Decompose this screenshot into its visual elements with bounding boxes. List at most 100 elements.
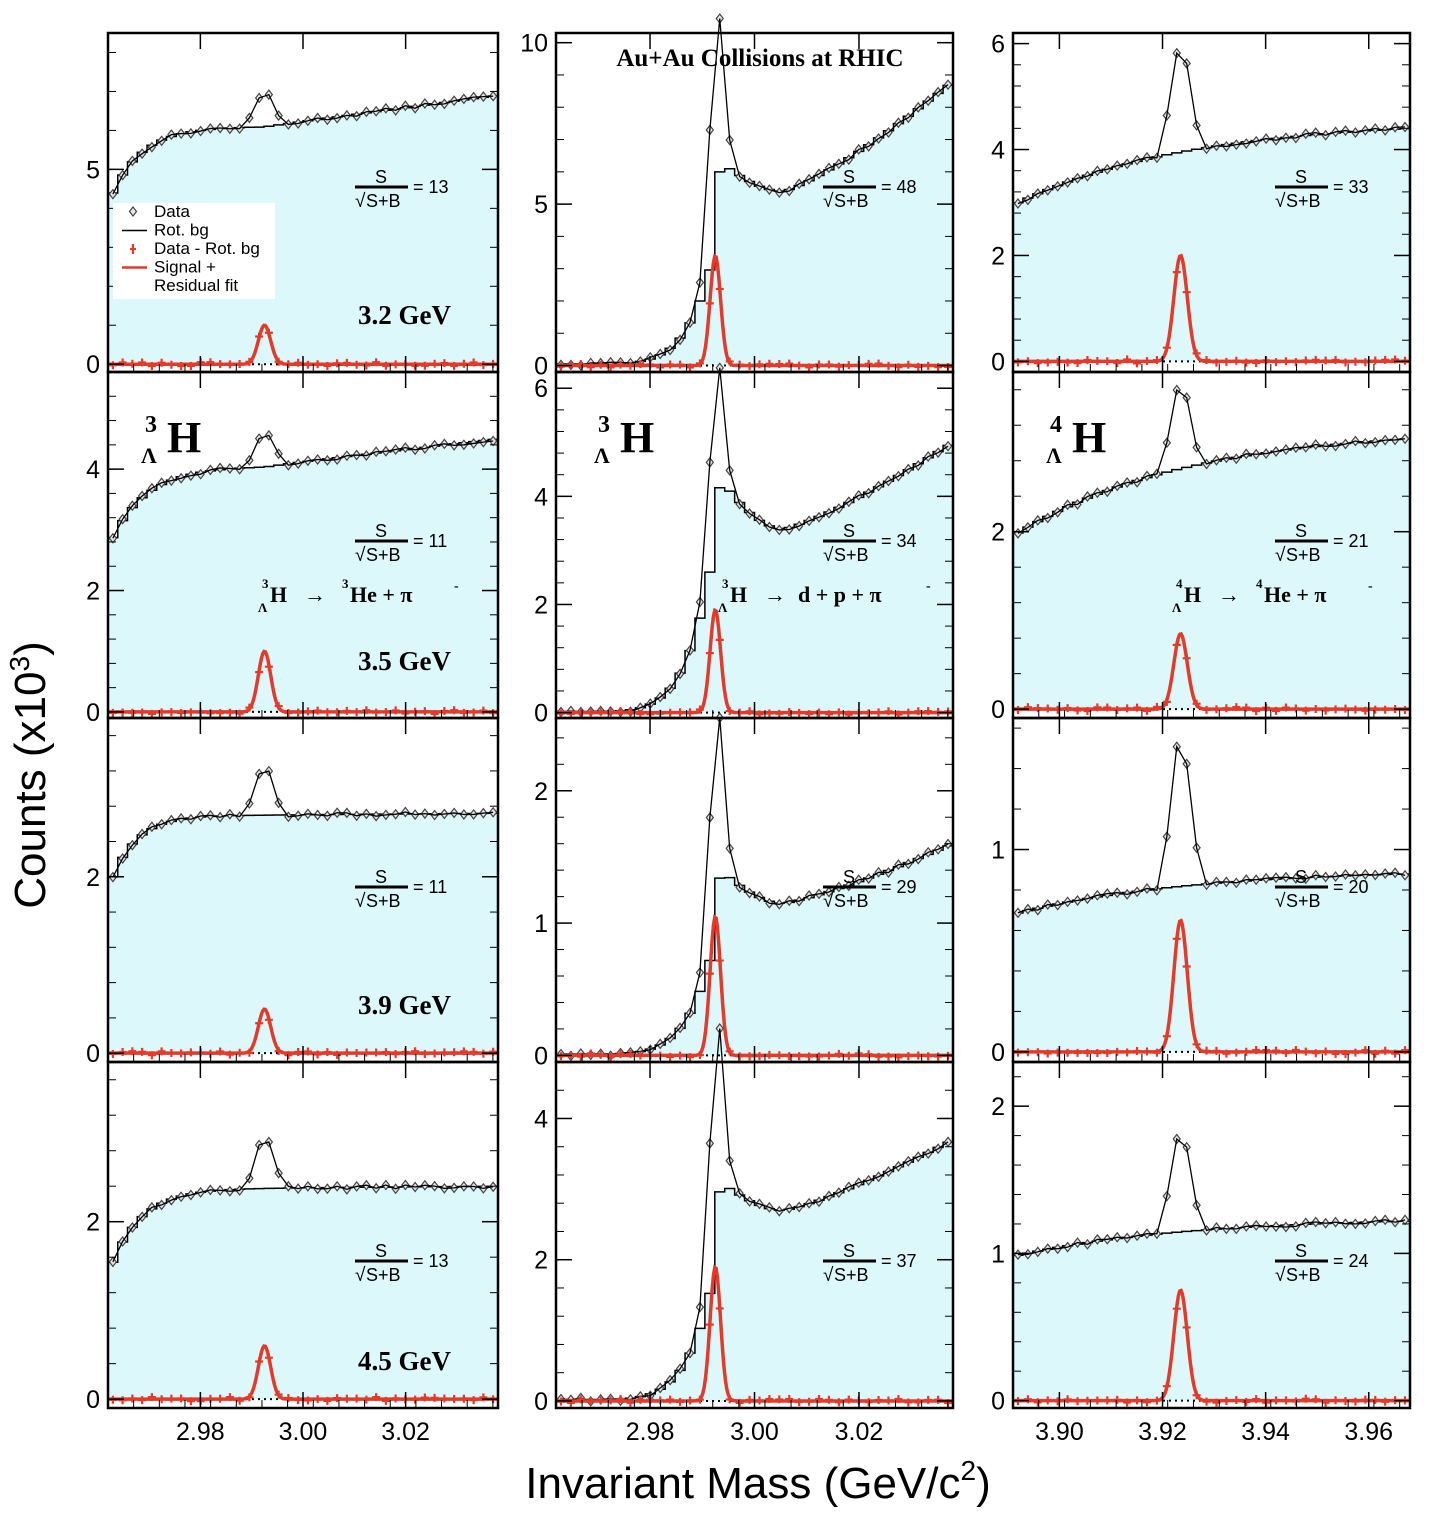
panel-col2-row2: 0 2 4 6 S √ S+B = 34 xyxy=(534,362,955,728)
significance-value: = 33 xyxy=(1333,177,1369,197)
decay-mass-number: 3 xyxy=(722,576,729,591)
data-marker xyxy=(488,1181,498,1193)
y-tick-label: 6 xyxy=(991,31,1005,59)
decay-pion-charge: - xyxy=(1368,579,1373,594)
rot-bg-fill xyxy=(1013,1221,1410,1401)
decay-products: He + π xyxy=(350,582,412,607)
species-mass-number: 3 xyxy=(145,412,157,438)
significance-label: S √ S+B = 13 xyxy=(355,1241,449,1286)
signal-fit-curve xyxy=(1013,918,1410,1054)
x-axis-title: Invariant Mass (GeV/c2) xyxy=(525,1455,991,1508)
x-tick-label: 3.94 xyxy=(1241,1418,1290,1446)
rot-bg-fill xyxy=(1013,438,1410,710)
species-label: 4 Λ H xyxy=(1046,412,1106,468)
ratio-numerator: S xyxy=(375,867,387,887)
x-tick-label: 3.02 xyxy=(381,1418,430,1446)
decay-arrow: → xyxy=(764,582,786,607)
significance-value: = 21 xyxy=(1333,531,1369,551)
significance-label: S √ S+B = 11 xyxy=(355,867,447,912)
legend-entry-label: Residual fit xyxy=(154,276,238,295)
y-tick-label: 0 xyxy=(991,696,1005,724)
ratio-denominator: S+B xyxy=(1286,191,1321,211)
y-tick-label: 2 xyxy=(86,1209,100,1237)
energy-label: 4.5 GeV xyxy=(358,1346,451,1376)
y-tick-label: 0 xyxy=(86,351,100,379)
decay-lambda: Λ xyxy=(718,600,728,615)
y-tick-label: 1 xyxy=(991,837,1005,865)
ratio-numerator: S xyxy=(1295,867,1307,887)
rot-bg-fill xyxy=(108,813,498,1054)
legend-symbol-residual xyxy=(130,244,136,254)
data-marker xyxy=(1400,121,1410,133)
y-tick-label: 2 xyxy=(534,1247,548,1275)
y-tick-label: 0 xyxy=(86,699,100,727)
ratio-denominator: S+B xyxy=(366,1265,401,1285)
sqrt-symbol: √ xyxy=(823,545,834,566)
species-lambda: Λ xyxy=(594,443,610,468)
significance-value: = 20 xyxy=(1333,877,1369,897)
data-line xyxy=(1017,51,1406,205)
rot-bg-fill xyxy=(108,439,498,712)
data-marker xyxy=(1400,869,1410,881)
decay-lambda: Λ xyxy=(258,600,268,615)
y-tick-label: 0 xyxy=(86,1386,100,1414)
y-tick-label: 5 xyxy=(86,156,100,184)
signal-fit-curve xyxy=(1013,1288,1410,1403)
decay-product-mass: 3 xyxy=(342,576,349,591)
significance-value: = 37 xyxy=(881,1251,917,1271)
sqrt-symbol: √ xyxy=(1275,191,1286,212)
y-tick-label: 4 xyxy=(534,1105,548,1133)
data-marker xyxy=(1400,433,1410,445)
decay-parent: H xyxy=(730,582,747,607)
sqrt-symbol: √ xyxy=(823,1265,834,1286)
significance-label: S √ S+B = 13 xyxy=(355,167,449,212)
sqrt-symbol: √ xyxy=(1275,545,1286,566)
sqrt-symbol: √ xyxy=(1275,891,1286,912)
panel-col3-row4: 0 1 2 3.90 3.92 3.94 3.96 S √ S+B = 24 xyxy=(991,1060,1412,1446)
data-line xyxy=(1017,1137,1406,1256)
sqrt-symbol: √ xyxy=(823,891,834,912)
significance-label: S √ S+B = 20 xyxy=(1275,867,1369,912)
rot-bg-fill xyxy=(108,1186,498,1400)
rot-bg-fill xyxy=(556,845,953,1056)
ratio-denominator: S+B xyxy=(834,1265,869,1285)
significance-value: = 13 xyxy=(413,1251,449,1271)
significance-value: = 29 xyxy=(881,877,917,897)
ratio-denominator: S+B xyxy=(834,891,869,911)
panel-col2-row1: 0 5 10 S √ S+B = 48 xyxy=(520,13,955,381)
header-title: Au+Au Collisions at RHIC xyxy=(616,45,903,72)
decay-label: 3 ΛH → d + p + π - xyxy=(718,576,931,615)
ratio-denominator: S+B xyxy=(366,191,401,211)
rot-bg-fill xyxy=(1013,128,1410,362)
legend-box xyxy=(113,203,275,299)
data-marker xyxy=(488,90,498,102)
x-tick-label: 2.98 xyxy=(626,1418,675,1446)
x-tick-label: 2.98 xyxy=(176,1418,225,1446)
data-marker xyxy=(488,806,498,818)
significance-value: = 24 xyxy=(1333,1251,1369,1271)
data-line xyxy=(560,717,949,1057)
y-tick-label: 2 xyxy=(86,578,100,606)
y-tick-label: 0 xyxy=(991,348,1005,376)
x-tick-label: 3.00 xyxy=(279,1418,328,1446)
x-tick-label: 3.96 xyxy=(1344,1418,1393,1446)
legend-entry-label: Rot. bg xyxy=(154,221,209,240)
panel-col2-row3: 0 1 2 S √ S+B = 29 xyxy=(534,712,955,1070)
y-tick-label: 0 xyxy=(534,1042,548,1070)
ratio-numerator: S xyxy=(843,521,855,541)
significance-label: S √ S+B = 21 xyxy=(1275,521,1369,566)
data-line xyxy=(1017,744,1406,914)
ratio-denominator: S+B xyxy=(1286,1265,1321,1285)
legend-entry-label: Signal + xyxy=(154,258,216,277)
x-tick-label: 3.92 xyxy=(1138,1418,1187,1446)
ratio-numerator: S xyxy=(1295,1241,1307,1261)
energy-label: 3.5 GeV xyxy=(358,646,451,676)
significance-label: S √ S+B = 34 xyxy=(823,521,917,566)
y-tick-label: 0 xyxy=(86,1040,100,1068)
ratio-denominator: S+B xyxy=(1286,545,1321,565)
ratio-denominator: S+B xyxy=(834,545,869,565)
y-tick-label: 2 xyxy=(991,1093,1005,1121)
